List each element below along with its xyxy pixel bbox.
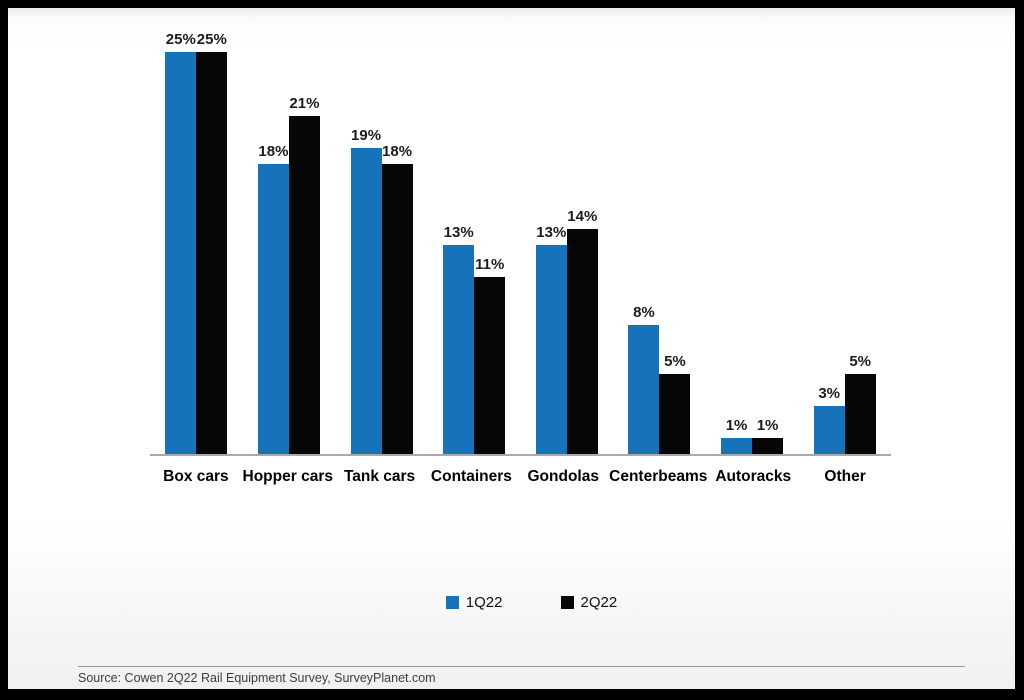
bar-2q22: 18% xyxy=(381,143,413,454)
legend-label-2q22: 2Q22 xyxy=(580,594,618,611)
bar-1q22: 13% xyxy=(535,224,567,454)
category-label: Hopper cars xyxy=(242,468,333,485)
bar-group: 13% 14% xyxy=(521,30,614,454)
bar-2q22: 25% xyxy=(196,31,228,454)
legend: 1Q22 2Q22 xyxy=(28,594,1024,611)
value-label: 18% xyxy=(258,143,289,161)
bar-2q22: 5% xyxy=(844,353,876,454)
source-divider xyxy=(78,666,965,667)
legend-item-1q22: 1Q22 xyxy=(445,594,503,611)
value-label: 13% xyxy=(536,223,567,241)
value-label: 11% xyxy=(475,255,505,273)
bar-group: 25% 25% xyxy=(150,30,243,454)
source-text: Source: Cowen 2Q22 Rail Equipment Survey… xyxy=(78,671,436,685)
value-label: 1% xyxy=(756,416,779,434)
legend-label-1q22: 1Q22 xyxy=(465,594,503,611)
bar-2q22: 14% xyxy=(566,208,598,454)
value-label: 14% xyxy=(567,207,598,225)
bar-group: 1% 1% xyxy=(706,30,799,454)
bar-2q22: 11% xyxy=(474,256,506,454)
value-label: 19% xyxy=(351,127,382,145)
bar-group: 18% 21% xyxy=(243,30,336,454)
value-label: 25% xyxy=(196,30,227,48)
bar-group: 8% 5% xyxy=(613,30,706,454)
bar-chart-plot: 25% 25% 18% 21% 19% 18% 13% 11% 13% 14% 8% 5% 1% 1% 3%… xyxy=(150,30,891,454)
value-label: 21% xyxy=(289,94,320,112)
legend-swatch-2q22 xyxy=(560,596,574,609)
x-axis-line xyxy=(150,454,891,456)
legend-item-2q22: 2Q22 xyxy=(560,594,618,611)
bar-group: 19% 18% xyxy=(335,30,428,454)
bar-2q22: 5% xyxy=(659,353,691,454)
category-label: Containers xyxy=(430,468,512,485)
category-label: Autoracks xyxy=(715,468,792,485)
bar-group: 13% 11% xyxy=(428,30,521,454)
legend-swatch-1q22 xyxy=(445,596,459,609)
category-label: Tank cars xyxy=(343,468,416,485)
chart-canvas: 25% 25% 18% 21% 19% 18% 13% 11% 13% 14% 8% 5% 1% 1% 3%… xyxy=(8,8,1015,689)
category-label: Gondolas xyxy=(527,468,599,485)
category-label: Box cars xyxy=(163,468,229,485)
bar-1q22: 13% xyxy=(443,224,475,454)
value-label: 1% xyxy=(725,416,748,434)
category-label: Other xyxy=(824,468,866,485)
value-label: 13% xyxy=(443,223,474,241)
category-label: Centerbeams xyxy=(609,468,708,485)
bar-1q22: 19% xyxy=(350,127,382,454)
value-label: 8% xyxy=(633,304,655,322)
value-label: 3% xyxy=(818,384,841,402)
bar-1q22: 25% xyxy=(165,31,197,454)
value-label: 18% xyxy=(382,143,413,161)
bar-1q22: 1% xyxy=(721,417,753,454)
bar-group: 3% 5% xyxy=(798,30,891,454)
category-labels: Box cars Hopper cars Tank cars Containers Go… xyxy=(150,468,891,486)
bar-1q22: 8% xyxy=(628,304,660,454)
bar-1q22: 18% xyxy=(257,143,289,454)
bar-1q22: 3% xyxy=(813,385,845,454)
value-label: 5% xyxy=(664,352,686,370)
bar-2q22: 1% xyxy=(752,417,784,454)
value-label: 5% xyxy=(849,352,872,370)
bar-2q22: 21% xyxy=(288,95,320,454)
value-label: 25% xyxy=(165,30,196,48)
